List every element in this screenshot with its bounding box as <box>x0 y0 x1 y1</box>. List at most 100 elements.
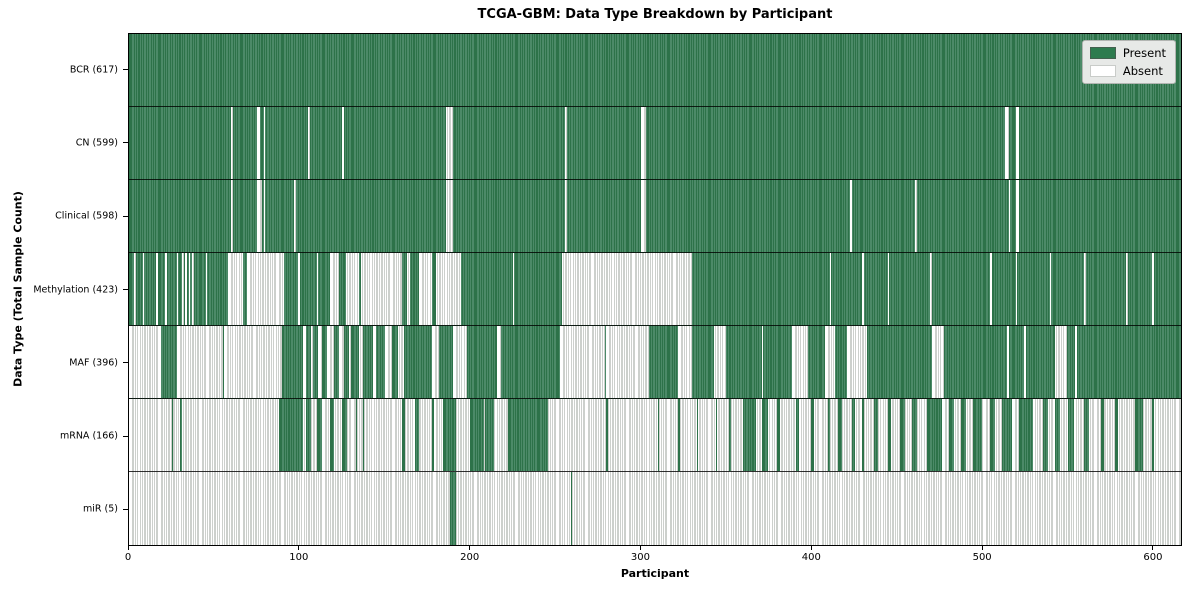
absent-segment <box>862 253 864 325</box>
plot-area: Present Absent <box>128 33 1182 546</box>
x-tick-label-400: 400 <box>801 552 821 563</box>
absent-segment <box>640 107 646 179</box>
absent-segment <box>256 107 261 179</box>
absent-segment <box>192 253 194 325</box>
present-segment <box>1114 399 1118 471</box>
x-tick-label-500: 500 <box>972 552 992 563</box>
absent-segment <box>185 253 187 325</box>
absent-segment <box>1005 107 1009 179</box>
absent-segment <box>360 253 402 325</box>
absent-segment <box>446 180 453 252</box>
present-segment <box>180 399 182 471</box>
absent-segment <box>263 107 266 179</box>
legend: Present Absent <box>1081 40 1176 84</box>
absent-segment <box>1126 253 1129 325</box>
y-tick-mark <box>123 435 128 437</box>
present-segment <box>961 399 967 471</box>
present-segment <box>330 399 334 471</box>
absent-segment <box>142 253 145 325</box>
x-tick-mark <box>298 546 300 550</box>
present-segment <box>570 472 573 545</box>
absent-segment <box>326 326 334 398</box>
absent-segment <box>398 326 404 398</box>
y-tick-mark <box>123 142 128 144</box>
absent-segment <box>188 253 191 325</box>
absent-segment <box>930 253 933 325</box>
present-segment <box>362 399 365 471</box>
present-segment <box>507 399 549 471</box>
y-tick-mark <box>123 362 128 364</box>
present-segment <box>887 399 892 471</box>
y-tick-label-cn: CN (599) <box>75 137 118 149</box>
x-tick-mark <box>1152 546 1154 550</box>
y-tick-label-bcr: BCR (617) <box>69 64 118 76</box>
legend-present-swatch <box>1089 47 1116 59</box>
absent-segment <box>176 253 179 325</box>
absent-segment <box>302 326 307 398</box>
absent-segment <box>1152 253 1154 325</box>
absent-segment <box>164 253 167 325</box>
absent-segment <box>915 180 917 252</box>
absent-segment <box>850 180 852 252</box>
row-bcr <box>129 34 1181 107</box>
y-tick-mark <box>123 69 128 71</box>
absent-segment <box>176 326 223 398</box>
absent-segment <box>452 326 467 398</box>
absent-segment <box>1024 326 1026 398</box>
present-segment <box>1054 399 1060 471</box>
absent-segment <box>497 326 501 398</box>
absent-segment <box>224 326 283 398</box>
x-tick-label-200: 200 <box>460 552 480 563</box>
x-tick-mark <box>639 546 641 550</box>
absent-segment <box>227 253 244 325</box>
absent-segment <box>181 253 184 325</box>
x-tick-mark <box>127 546 129 550</box>
present-segment <box>776 399 781 471</box>
absent-segment <box>562 253 692 325</box>
absent-segment <box>990 253 992 325</box>
absent-segment <box>205 253 208 325</box>
absent-segment <box>294 180 297 252</box>
row-cn <box>129 107 1181 180</box>
absent-segment <box>640 180 646 252</box>
absent-segment <box>345 253 360 325</box>
present-segment <box>828 399 830 471</box>
absent-segment <box>606 326 650 398</box>
absent-segment <box>565 180 568 252</box>
present-segment <box>449 472 457 545</box>
present-segment <box>1083 399 1089 471</box>
present-segment <box>1100 399 1105 471</box>
absent-segment <box>406 253 411 325</box>
absent-segment <box>297 253 300 325</box>
absent-segment <box>829 253 832 325</box>
present-segment <box>926 399 943 471</box>
present-segment <box>1001 399 1013 471</box>
present-segment <box>899 399 905 471</box>
present-segment <box>1019 399 1033 471</box>
absent-segment <box>435 253 462 325</box>
absent-segment <box>348 326 351 398</box>
absent-segment <box>311 326 314 398</box>
legend-entry-present: Present <box>1089 46 1166 60</box>
x-axis-label: Participant <box>620 567 690 580</box>
absent-segment <box>761 326 764 398</box>
absent-segment <box>231 180 233 252</box>
absent-segment <box>1054 326 1067 398</box>
absent-segment <box>246 253 285 325</box>
y-tick-label-methylation: Methylation (423) <box>33 284 118 295</box>
absent-segment <box>372 326 377 398</box>
row-maf <box>129 326 1181 399</box>
absent-segment <box>446 107 453 179</box>
x-tick-label-600: 600 <box>1143 552 1163 563</box>
present-segment <box>972 399 982 471</box>
present-segment <box>1152 399 1154 471</box>
present-segment <box>442 399 457 471</box>
absent-segment <box>418 253 433 325</box>
absent-segment <box>1015 180 1020 252</box>
present-segment <box>696 399 699 471</box>
absent-segment <box>263 180 266 252</box>
absent-segment <box>330 253 339 325</box>
y-tick-mark <box>123 215 128 217</box>
absent-segment <box>308 107 310 179</box>
y-tick-label-clinical: Clinical (598) <box>55 210 118 222</box>
